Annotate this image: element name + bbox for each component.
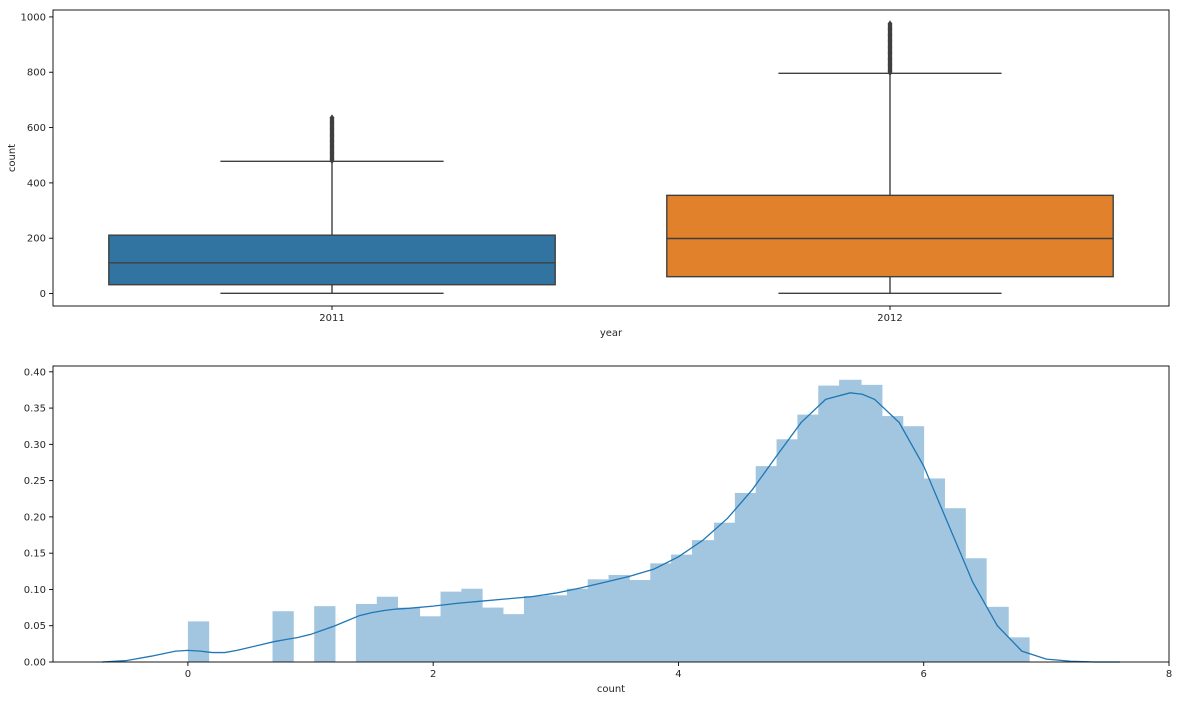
histogram-bar: [839, 379, 862, 662]
histogram-x-tick-label: 8: [1166, 669, 1172, 680]
histogram-bar: [944, 508, 966, 662]
iqr-box: [108, 234, 556, 286]
histogram-x-tick-label: 4: [675, 669, 681, 680]
boxplot-y-ticks: 0 200 400 600 800 1000: [21, 12, 53, 300]
histogram-bar: [650, 563, 672, 662]
boxplot-x-axis-label: year: [600, 328, 623, 339]
histogram-bar: [566, 588, 589, 662]
histogram-bar: [776, 439, 798, 662]
box-2011: [108, 114, 556, 294]
histogram-bar: [397, 607, 421, 662]
histogram-bar: [797, 414, 819, 662]
iqr-box: [666, 194, 1114, 278]
histogram-y-tick-label: 0.35: [24, 404, 46, 415]
histogram-y-tick-label: 0.30: [24, 440, 46, 451]
histogram-bar: [503, 614, 525, 662]
boxplot-x-ticks: 2011 2012: [319, 306, 903, 324]
outliers: [887, 20, 893, 76]
boxplot-frame: [52, 9, 1170, 307]
boxplot-y-tick-label: 800: [27, 68, 46, 79]
histogram-y-tick-label: 0.00: [24, 658, 46, 669]
boxplot-y-tick-label: 600: [27, 123, 46, 134]
histogram-x-tick-label: 0: [185, 669, 191, 680]
histogram-bar: [691, 540, 715, 662]
histogram-bar: [523, 595, 546, 662]
histogram-bar: [461, 588, 483, 662]
histogram-bar: [544, 595, 568, 662]
histogram-bar: [902, 426, 925, 662]
histogram-bar: [587, 579, 609, 662]
histogram-bar: [608, 574, 630, 662]
outlier-point: [887, 20, 893, 27]
histogram-frame: [52, 365, 1170, 663]
histogram-bar: [861, 384, 883, 662]
histogram-y-tick-label: 0.10: [24, 585, 46, 596]
histogram-bar: [714, 522, 736, 662]
histogram-bar: [440, 591, 462, 662]
histogram-axes: 0.00 0.05 0.10 0.15 0.20 0.25 0.30 0.35 0.40 0 2 4…: [24, 365, 1172, 695]
histogram-bar: [629, 580, 651, 662]
histogram-bar: [272, 611, 294, 662]
histogram-bar: [314, 606, 336, 662]
histogram-bar: [376, 596, 399, 662]
histogram-y-tick-label: 0.25: [24, 476, 46, 487]
histogram-bar: [355, 603, 378, 662]
histogram-bar: [755, 466, 777, 662]
boxplot-marks: [108, 20, 1114, 294]
histogram-bar: [986, 606, 1009, 662]
histogram-x-ticks: 0 2 4 6 8: [185, 662, 1172, 680]
boxplot-y-tick-label: 0: [40, 289, 46, 300]
histogram-x-tick-label: 6: [921, 669, 927, 680]
histogram-x-axis-label: count: [597, 684, 625, 695]
boxplot-y-tick-label: 200: [27, 234, 46, 245]
kde-curve: [102, 392, 1120, 663]
histogram-bar: [734, 492, 757, 662]
histogram-y-tick-label: 0.40: [24, 367, 46, 378]
outlier-point: [329, 114, 335, 121]
boxplot-x-tick-label: 2011: [319, 313, 344, 324]
boxplot-x-tick-label: 2012: [877, 313, 902, 324]
box-2012: [666, 20, 1114, 294]
histogram-bar: [419, 616, 441, 662]
histogram-bar: [671, 554, 693, 662]
histogram-bar: [818, 385, 840, 662]
histogram-bar: [965, 558, 987, 662]
boxplot-y-tick-label: 1000: [21, 12, 46, 23]
histogram-y-ticks: 0.00 0.05 0.10 0.15 0.20 0.25 0.30 0.35 0.40: [24, 367, 53, 669]
histogram-y-tick-label: 0.15: [24, 549, 46, 560]
histogram-y-tick-label: 0.05: [24, 621, 46, 632]
outliers: [329, 114, 335, 164]
boxplot-axes: 0 200 400 600 800 1000 2011 2012 year count: [7, 9, 1170, 339]
histogram-bars: [187, 379, 1030, 662]
boxplot-y-axis-label: count: [7, 144, 18, 172]
boxplot-y-tick-label: 400: [27, 178, 46, 189]
histogram-bar: [482, 607, 504, 662]
histogram-bar: [187, 621, 210, 662]
histogram-x-tick-label: 2: [430, 669, 436, 680]
histogram-y-tick-label: 0.20: [24, 512, 46, 523]
histogram-bar: [882, 416, 904, 662]
histogram-bar: [923, 478, 945, 662]
